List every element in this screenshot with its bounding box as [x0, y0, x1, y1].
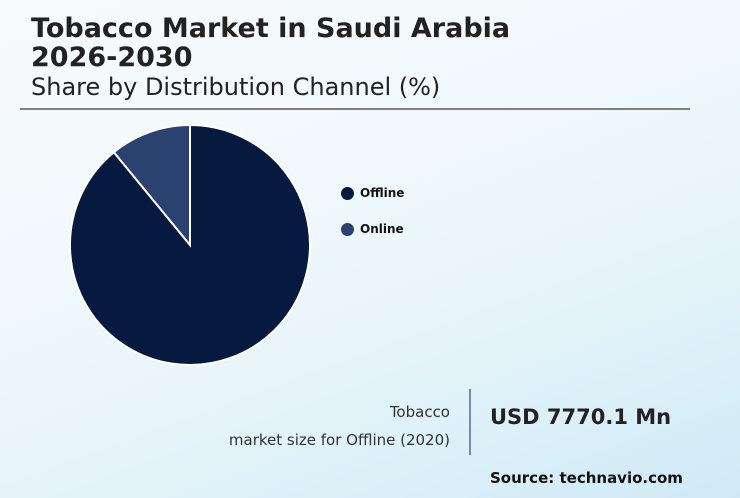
divider: [20, 108, 690, 110]
stat-divider: [469, 389, 471, 455]
stat-value: USD 7770.1 Mn: [490, 405, 672, 429]
source-credit: Source: technavio.com: [490, 469, 683, 487]
legend-dot-icon: [341, 186, 354, 200]
pie-slice-offline: [69, 123, 311, 366]
chart-subtitle: Share by Distribution Channel (%): [31, 73, 441, 101]
pie-chart: [69, 123, 311, 366]
stat-label: Tobacco market size for Offline (2020): [228, 403, 450, 449]
legend-dot-icon: [341, 222, 354, 236]
chart-title: Tobacco Market in Saudi Arabia 2026-2030: [31, 13, 511, 73]
legend-item-online: Online: [341, 211, 404, 247]
legend: Offline Online: [341, 175, 404, 247]
legend-item-offline: Offline: [341, 175, 404, 211]
pie-slice-online: [112, 123, 191, 248]
